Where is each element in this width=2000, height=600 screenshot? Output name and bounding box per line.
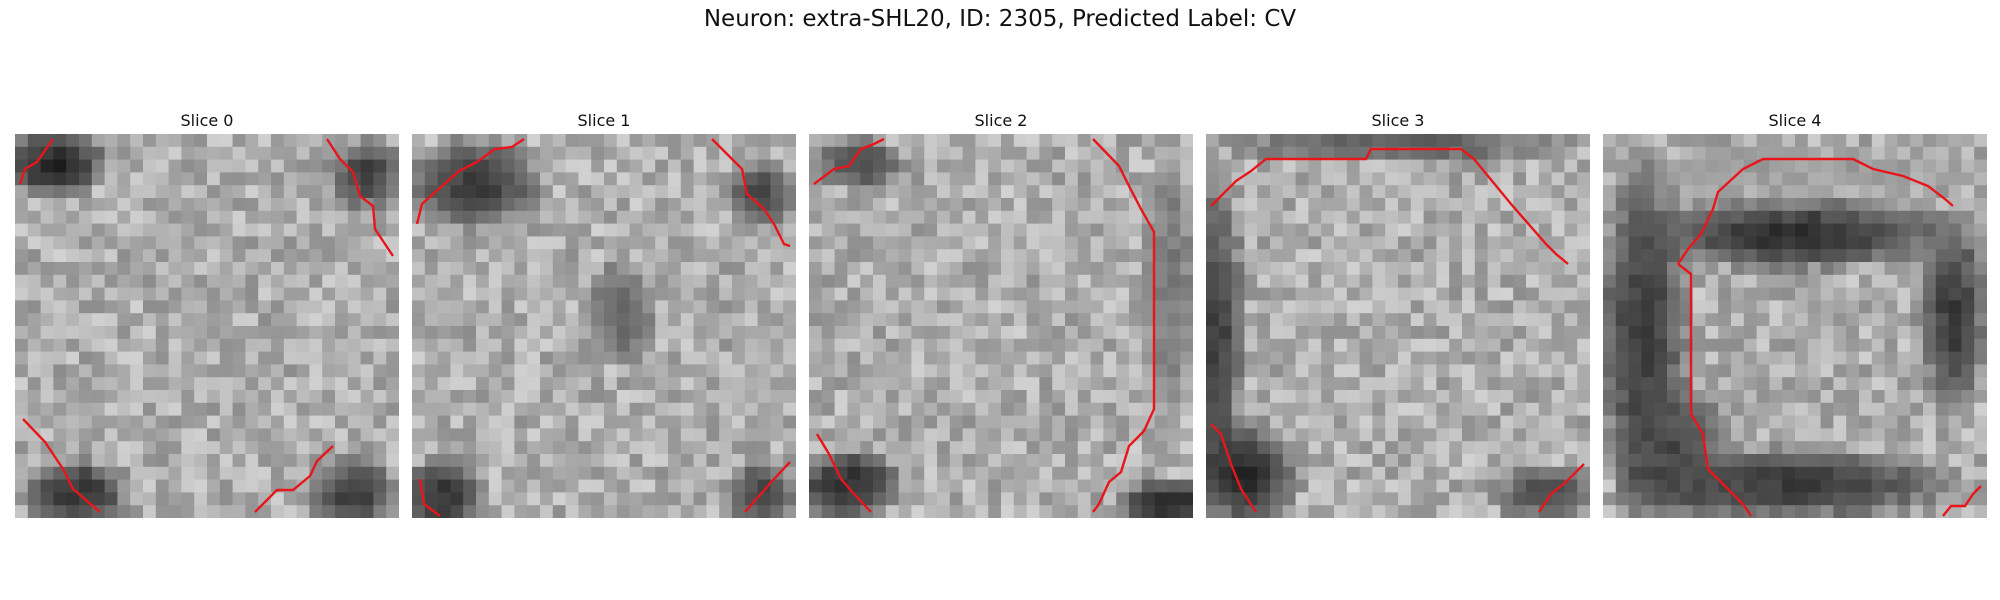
slice-panel-1: Slice 1 xyxy=(412,108,796,518)
segmentation-contour xyxy=(1538,463,1585,513)
segmentation-contour xyxy=(813,137,885,185)
slice-panel-0: Slice 0 xyxy=(15,108,399,518)
slice-title: Slice 1 xyxy=(577,111,631,130)
segmentation-contour xyxy=(1210,423,1258,513)
segmentation-contour xyxy=(18,138,54,185)
segmentation-contour xyxy=(415,138,525,225)
segmentation-contour xyxy=(22,418,101,513)
segmentation-contour xyxy=(254,445,334,513)
slice-panel-3: Slice 3 xyxy=(1206,108,1590,518)
segmentation-contour xyxy=(1210,147,1569,265)
segmentation-contour xyxy=(744,461,791,513)
slice-title: Slice 4 xyxy=(1768,111,1822,130)
segmentation-contour xyxy=(711,138,791,248)
segmentation-contour xyxy=(1942,485,1982,517)
slice-image xyxy=(412,134,796,518)
segmentation-contour xyxy=(1092,138,1156,513)
slice-image xyxy=(1206,134,1590,518)
segmentation-contour xyxy=(815,433,872,513)
slice-title: Slice 2 xyxy=(974,111,1028,130)
slice-title: Slice 0 xyxy=(180,111,234,130)
slice-panel-2: Slice 2 xyxy=(809,108,1193,518)
segmentation-contour xyxy=(1677,263,1752,517)
slice-image xyxy=(1603,134,1987,518)
segmentation-contour xyxy=(1677,157,1954,265)
segmentation-contour xyxy=(418,478,441,517)
slice-image xyxy=(15,134,399,518)
slice-title: Slice 3 xyxy=(1371,111,1425,130)
figure-title: Neuron: extra-SHL20, ID: 2305, Predicted… xyxy=(703,6,1297,32)
slice-image xyxy=(809,134,1193,518)
slice-panel-4: Slice 4 xyxy=(1603,108,1987,518)
segmentation-contour xyxy=(325,138,394,257)
